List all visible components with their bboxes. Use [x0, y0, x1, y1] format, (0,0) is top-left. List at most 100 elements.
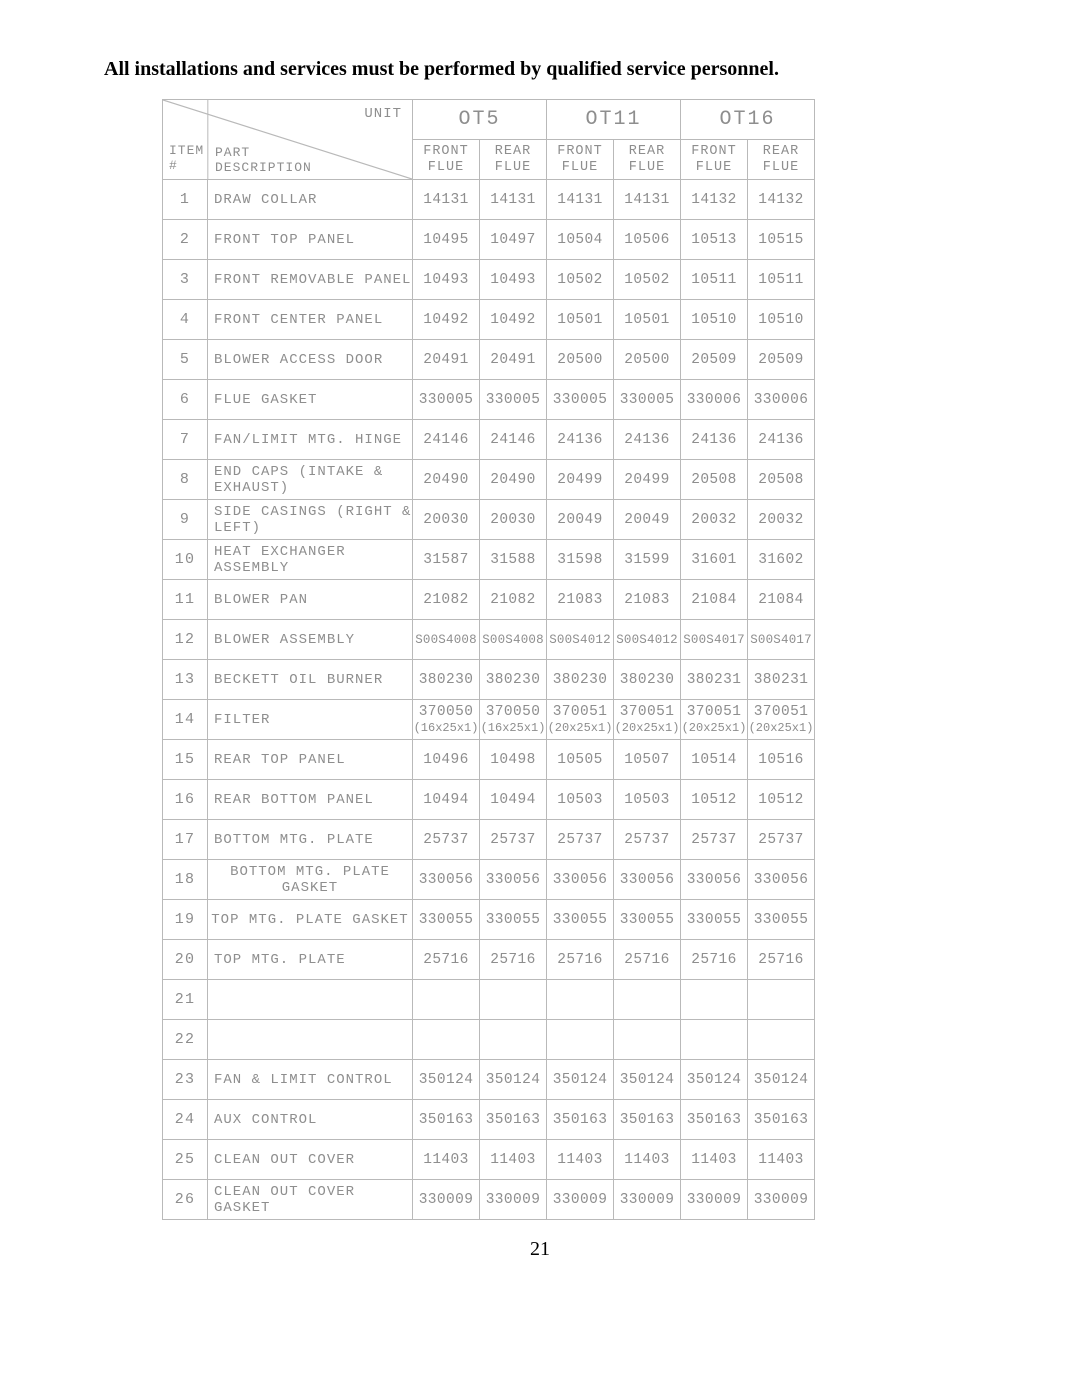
parts-table: UNIT ITEM # PART DESCRIPTION OT5 OT11 OT… — [162, 99, 815, 1220]
part-number-cell — [480, 1020, 547, 1060]
part-number-cell: 11403 — [547, 1140, 614, 1180]
part-number-cell: 20508 — [681, 460, 748, 500]
part-number-cell: 350163 — [547, 1100, 614, 1140]
part-number-cell: 10493 — [413, 260, 480, 300]
table-row: 26CLEAN OUT COVER GASKET3300093300093300… — [163, 1180, 815, 1220]
part-number-cell: 25716 — [748, 940, 815, 980]
part-description: TOP MTG. PLATE — [208, 940, 413, 980]
part-number-cell: 20490 — [413, 460, 480, 500]
flue-header: REARFLUE — [480, 140, 547, 180]
part-number-cell: 330055 — [748, 900, 815, 940]
item-number: 16 — [163, 780, 208, 820]
table-row: 14FILTER370050(16x25x1)370050(16x25x1)37… — [163, 700, 815, 740]
part-number-cell: S00S4012 — [547, 620, 614, 660]
part-description: DRAW COLLAR — [208, 180, 413, 220]
table-row: 5BLOWER ACCESS DOOR204912049120500205002… — [163, 340, 815, 380]
part-number-cell: 10501 — [614, 300, 681, 340]
part-number-cell: 350124 — [614, 1060, 681, 1100]
part-number-cell — [748, 1020, 815, 1060]
part-number-cell: 330005 — [614, 380, 681, 420]
part-number-cell — [547, 980, 614, 1020]
part-number-cell: 20509 — [681, 340, 748, 380]
part-number-cell: 370051(20x25x1) — [748, 700, 815, 740]
table-row: 24AUX CONTROL350163350163350163350163350… — [163, 1100, 815, 1140]
table-row: 12BLOWER ASSEMBLYS00S4008S00S4008S00S401… — [163, 620, 815, 660]
part-number-cell: 21083 — [614, 580, 681, 620]
part-number-cell: 350163 — [614, 1100, 681, 1140]
part-number-cell: 25737 — [547, 820, 614, 860]
item-number: 13 — [163, 660, 208, 700]
part-number-cell: 370051(20x25x1) — [547, 700, 614, 740]
part-number-cell: 14132 — [748, 180, 815, 220]
part-number-cell: 25716 — [547, 940, 614, 980]
part-number-cell: 21083 — [547, 580, 614, 620]
part-description: SIDE CASINGS (RIGHT & LEFT) — [208, 500, 413, 540]
part-number-cell — [681, 1020, 748, 1060]
part-number-cell: 330005 — [413, 380, 480, 420]
table-row: 8END CAPS (INTAKE & EXHAUST)204902049020… — [163, 460, 815, 500]
part-number-cell: 20508 — [748, 460, 815, 500]
part-number-cell: 24146 — [480, 420, 547, 460]
table-row: 16REAR BOTTOM PANEL104941049410503105031… — [163, 780, 815, 820]
part-number-cell: 380230 — [480, 660, 547, 700]
item-number: 8 — [163, 460, 208, 500]
part-number-cell: 10504 — [547, 220, 614, 260]
part-number-cell: 350124 — [748, 1060, 815, 1100]
page: All installations and services must be p… — [0, 0, 1080, 1301]
part-number-cell: 24136 — [614, 420, 681, 460]
part-number-cell: 20500 — [614, 340, 681, 380]
part-number-cell: 10513 — [681, 220, 748, 260]
part-description: BECKETT OIL BURNER — [208, 660, 413, 700]
part-number-cell: 14131 — [413, 180, 480, 220]
part-number-cell: 10505 — [547, 740, 614, 780]
part-description: BLOWER PAN — [208, 580, 413, 620]
part-description: AUX CONTROL — [208, 1100, 413, 1140]
table-row: 4FRONT CENTER PANEL104921049210501105011… — [163, 300, 815, 340]
page-number: 21 — [100, 1238, 980, 1261]
part-number-cell: 25737 — [480, 820, 547, 860]
item-number: 21 — [163, 980, 208, 1020]
item-number: 25 — [163, 1140, 208, 1180]
part-number-cell: 31599 — [614, 540, 681, 580]
table-row: 11BLOWER PAN2108221082210832108321084210… — [163, 580, 815, 620]
part-number-cell: 380230 — [547, 660, 614, 700]
part-number-cell: 14132 — [681, 180, 748, 220]
part-number-cell: 14131 — [614, 180, 681, 220]
item-number: 9 — [163, 500, 208, 540]
part-number-cell: 330009 — [547, 1180, 614, 1220]
item-number: 15 — [163, 740, 208, 780]
part-description: CLEAN OUT COVER GASKET — [208, 1180, 413, 1220]
part-description: REAR BOTTOM PANEL — [208, 780, 413, 820]
part-number-cell: 330055 — [614, 900, 681, 940]
part-description: REAR TOP PANEL — [208, 740, 413, 780]
part-description: FRONT CENTER PANEL — [208, 300, 413, 340]
table-row: 6FLUE GASKET3300053300053300053300053300… — [163, 380, 815, 420]
item-number: 2 — [163, 220, 208, 260]
part-number-cell: 350163 — [748, 1100, 815, 1140]
part-number-cell: 10493 — [480, 260, 547, 300]
part-number-cell: 330055 — [547, 900, 614, 940]
part-number-cell: 330056 — [748, 860, 815, 900]
unit-label: UNIT — [364, 106, 402, 122]
part-number-cell: 330056 — [480, 860, 547, 900]
item-number: 22 — [163, 1020, 208, 1060]
part-description: END CAPS (INTAKE & EXHAUST) — [208, 460, 413, 500]
item-number: 19 — [163, 900, 208, 940]
part-number-cell: 14131 — [480, 180, 547, 220]
part-number-cell: 10494 — [413, 780, 480, 820]
part-number-cell: S00S4008 — [480, 620, 547, 660]
table-row: 15REAR TOP PANEL104961049810505105071051… — [163, 740, 815, 780]
table-row: 25CLEAN OUT COVER11403114031140311403114… — [163, 1140, 815, 1180]
item-number: 26 — [163, 1180, 208, 1220]
part-number-cell: 20049 — [547, 500, 614, 540]
table-row: 18BOTTOM MTG. PLATE GASKET33005633005633… — [163, 860, 815, 900]
part-number-cell: 20049 — [614, 500, 681, 540]
part-number-cell: 10503 — [547, 780, 614, 820]
part-number-cell: 21084 — [748, 580, 815, 620]
part-number-cell: S00S4017 — [681, 620, 748, 660]
part-description: FLUE GASKET — [208, 380, 413, 420]
part-number-cell: 21082 — [480, 580, 547, 620]
part-number-cell: 330005 — [547, 380, 614, 420]
item-number: 7 — [163, 420, 208, 460]
part-number-cell: 31601 — [681, 540, 748, 580]
